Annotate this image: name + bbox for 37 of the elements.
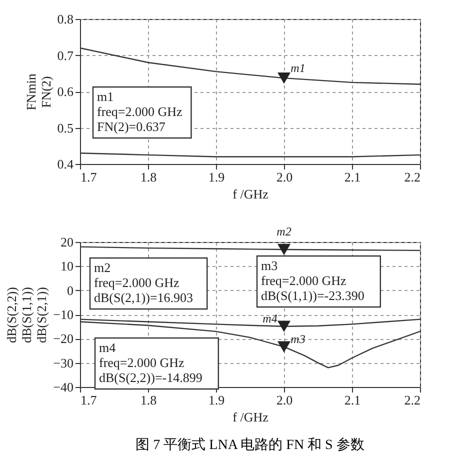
- y-tick-label: 0.5: [57, 120, 74, 136]
- x-tick-label: 1.9: [208, 170, 225, 184]
- x-tick-label: 2.0: [276, 170, 293, 184]
- text: 图 7 平衡式 LNA 电路的 FN 和 S 参数: [136, 437, 364, 453]
- y-axis-title: FNmin FN(2): [23, 73, 54, 110]
- y-tick-label: 0.8: [57, 12, 74, 26]
- x-tick-label: 1.8: [140, 392, 157, 408]
- x-tick-label: 2.2: [404, 392, 420, 408]
- y-tick-label: −20: [53, 331, 74, 346]
- annotation: m2 freq=2.000 GHz dB(S(2,1))=16.903: [94, 260, 194, 305]
- y-axis-title: dB(S(2,2)) dB(S(1,1)) dB(S(2,1)): [4, 287, 50, 343]
- series-label: m3: [290, 332, 306, 346]
- x-tick-label: 1.8: [140, 170, 157, 184]
- series-label: m2: [276, 224, 292, 238]
- annotation: m1 freq=2.000 GHz FN(2)=0.637: [97, 89, 183, 134]
- x-tick-label: 1.7: [80, 392, 98, 408]
- y-tick-label: 20: [60, 234, 74, 250]
- x-tick-label: 1.7: [80, 170, 98, 184]
- y-tick-label: 0: [67, 282, 74, 298]
- y-tick-label: −10: [53, 307, 74, 322]
- annotation: m3 freq=2.000 GHz dB(S(1,1))=-23.390: [261, 258, 364, 303]
- y-tick-label: 0.7: [57, 48, 74, 63]
- x-tick-label: 2.1: [344, 170, 361, 184]
- x-tick-label: 2.0: [276, 392, 293, 408]
- x-axis-title: f /GHz: [232, 410, 269, 424]
- annotation: m4 freq=2.000 GHz dB(S(2,2))=-14.899: [99, 340, 202, 385]
- y-tick-label: −30: [53, 355, 74, 370]
- y-tick-label: 0.4: [57, 156, 74, 172]
- x-axis-title: f /GHz: [232, 186, 269, 202]
- y-tick-label: 0.6: [57, 84, 74, 99]
- y-tick-label: −40: [53, 380, 74, 394]
- x-tick-label: 1.9: [208, 392, 225, 408]
- x-tick-label: 2.1: [344, 392, 361, 408]
- y-tick-label: 10: [60, 258, 74, 274]
- series-label: m4: [262, 311, 278, 326]
- x-tick-label: 2.2: [404, 170, 420, 184]
- series-label: m1: [290, 61, 306, 76]
